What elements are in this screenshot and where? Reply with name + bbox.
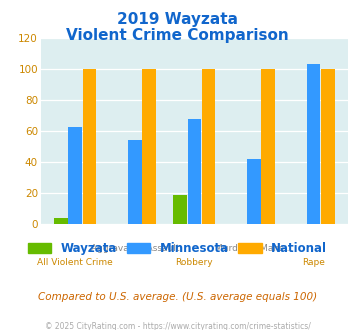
Bar [261, 69, 275, 224]
Text: Aggravated Assault: Aggravated Assault [91, 244, 179, 253]
Bar [173, 195, 187, 224]
Text: Murder & Mans...: Murder & Mans... [215, 244, 293, 253]
Text: Compared to U.S. average. (U.S. average equals 100): Compared to U.S. average. (U.S. average … [38, 292, 317, 302]
Bar [321, 69, 334, 224]
Bar [202, 69, 215, 224]
Text: Rape: Rape [302, 258, 325, 267]
Text: © 2025 CityRating.com - https://www.cityrating.com/crime-statistics/: © 2025 CityRating.com - https://www.city… [45, 322, 310, 330]
Text: All Violent Crime: All Violent Crime [38, 258, 113, 267]
Bar [128, 141, 142, 224]
Bar [69, 126, 82, 224]
Bar [83, 69, 97, 224]
Text: Violent Crime Comparison: Violent Crime Comparison [66, 28, 289, 43]
Bar [187, 119, 201, 224]
Legend: Wayzata, Minnesota, National: Wayzata, Minnesota, National [23, 237, 332, 260]
Bar [247, 159, 261, 224]
Bar [142, 69, 156, 224]
Text: Robbery: Robbery [176, 258, 213, 267]
Text: 2019 Wayzata: 2019 Wayzata [117, 12, 238, 26]
Bar [54, 218, 68, 224]
Bar [306, 64, 320, 224]
